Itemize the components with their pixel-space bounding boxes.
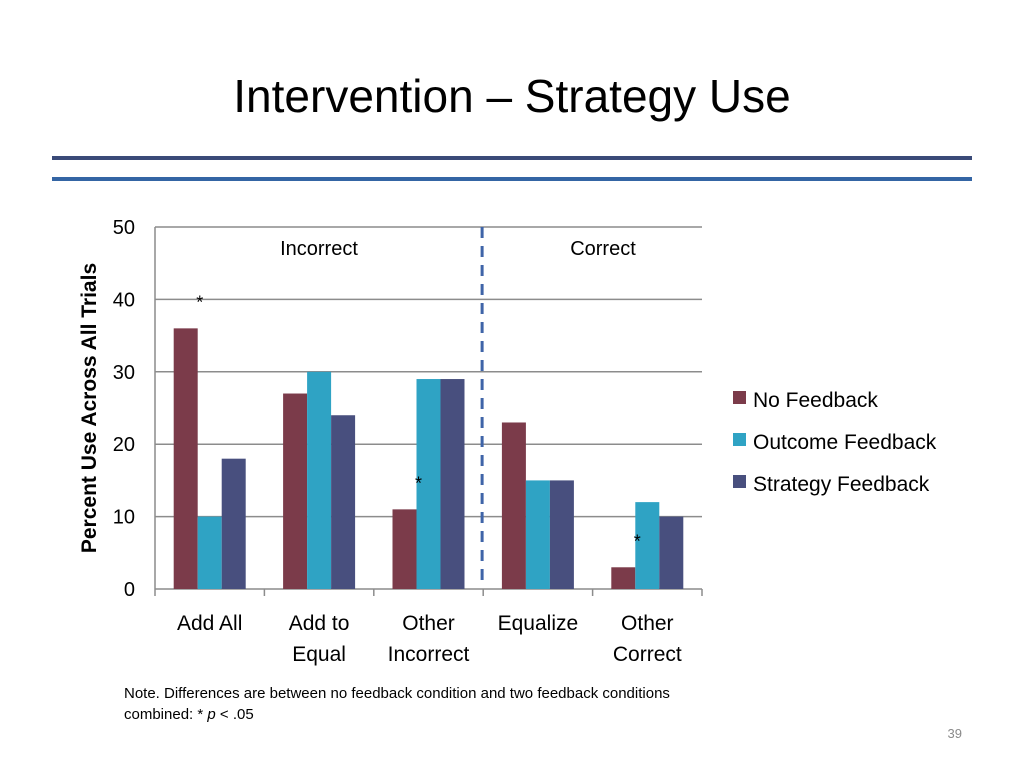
bar-strategy-feedback-2 (440, 379, 465, 589)
footnote-line1: Note. Differences are between no feedbac… (124, 685, 670, 702)
bar-outcome-feedback-3 (525, 480, 550, 589)
bar-outcome-feedback-2 (416, 379, 441, 589)
bar-no-feedback-4 (611, 567, 636, 589)
bar-no-feedback-3 (501, 422, 526, 589)
legend-swatch-1 (733, 433, 746, 446)
x-category-label-2-0: Other (402, 612, 455, 635)
legend-label-1: Outcome Feedback (753, 431, 937, 454)
y-tick-label-40: 40 (113, 289, 135, 311)
x-category-label-4-0: Other (621, 612, 674, 635)
footnote-suffix: < .05 (215, 706, 254, 723)
y-tick-label-10: 10 (113, 507, 135, 529)
significance-marker-2: * (634, 531, 641, 551)
page-number: 39 (947, 726, 962, 741)
legend-swatch-2 (733, 475, 746, 488)
significance-marker-1: * (415, 473, 422, 493)
bar-strategy-feedback-0 (221, 458, 246, 589)
y-tick-label-50: 50 (113, 217, 135, 239)
footnote: Note. Differences are between no feedbac… (124, 683, 844, 725)
y-tick-label-0: 0 (124, 579, 135, 601)
y-axis-title: Percent Use Across All Trials (78, 263, 101, 553)
x-category-label-3-0: Equalize (498, 612, 579, 635)
x-category-label-2-1: Incorrect (388, 643, 470, 666)
x-category-label-1-1: Equal (292, 643, 346, 666)
footnote-prefix: combined: * (124, 706, 208, 723)
bar-no-feedback-2 (392, 509, 417, 589)
bar-no-feedback-1 (283, 393, 308, 589)
bar-strategy-feedback-4 (659, 516, 684, 589)
title-divider-top (52, 156, 972, 160)
bar-strategy-feedback-1 (331, 415, 356, 589)
y-tick-label-30: 30 (113, 362, 135, 384)
bar-strategy-feedback-3 (549, 480, 574, 589)
significance-marker-0: * (196, 292, 203, 312)
section-label-correct: Correct (570, 238, 636, 260)
slide-title: Intervention – Strategy Use (233, 70, 791, 122)
y-tick-label-20: 20 (113, 434, 135, 456)
title-divider-bottom (52, 177, 972, 181)
x-category-label-1-0: Add to (289, 612, 350, 635)
bar-outcome-feedback-4 (635, 502, 660, 589)
x-category-label-0-0: Add All (177, 612, 242, 635)
section-label-incorrect: Incorrect (280, 238, 358, 260)
legend-swatch-0 (733, 391, 746, 404)
bar-outcome-feedback-1 (307, 371, 332, 589)
legend-label-2: Strategy Feedback (753, 473, 930, 496)
bar-no-feedback-0 (173, 328, 198, 589)
legend-label-0: No Feedback (753, 389, 878, 412)
bar-outcome-feedback-0 (197, 516, 222, 589)
x-category-label-4-1: Correct (613, 643, 682, 666)
footnote-p: p (207, 706, 216, 723)
